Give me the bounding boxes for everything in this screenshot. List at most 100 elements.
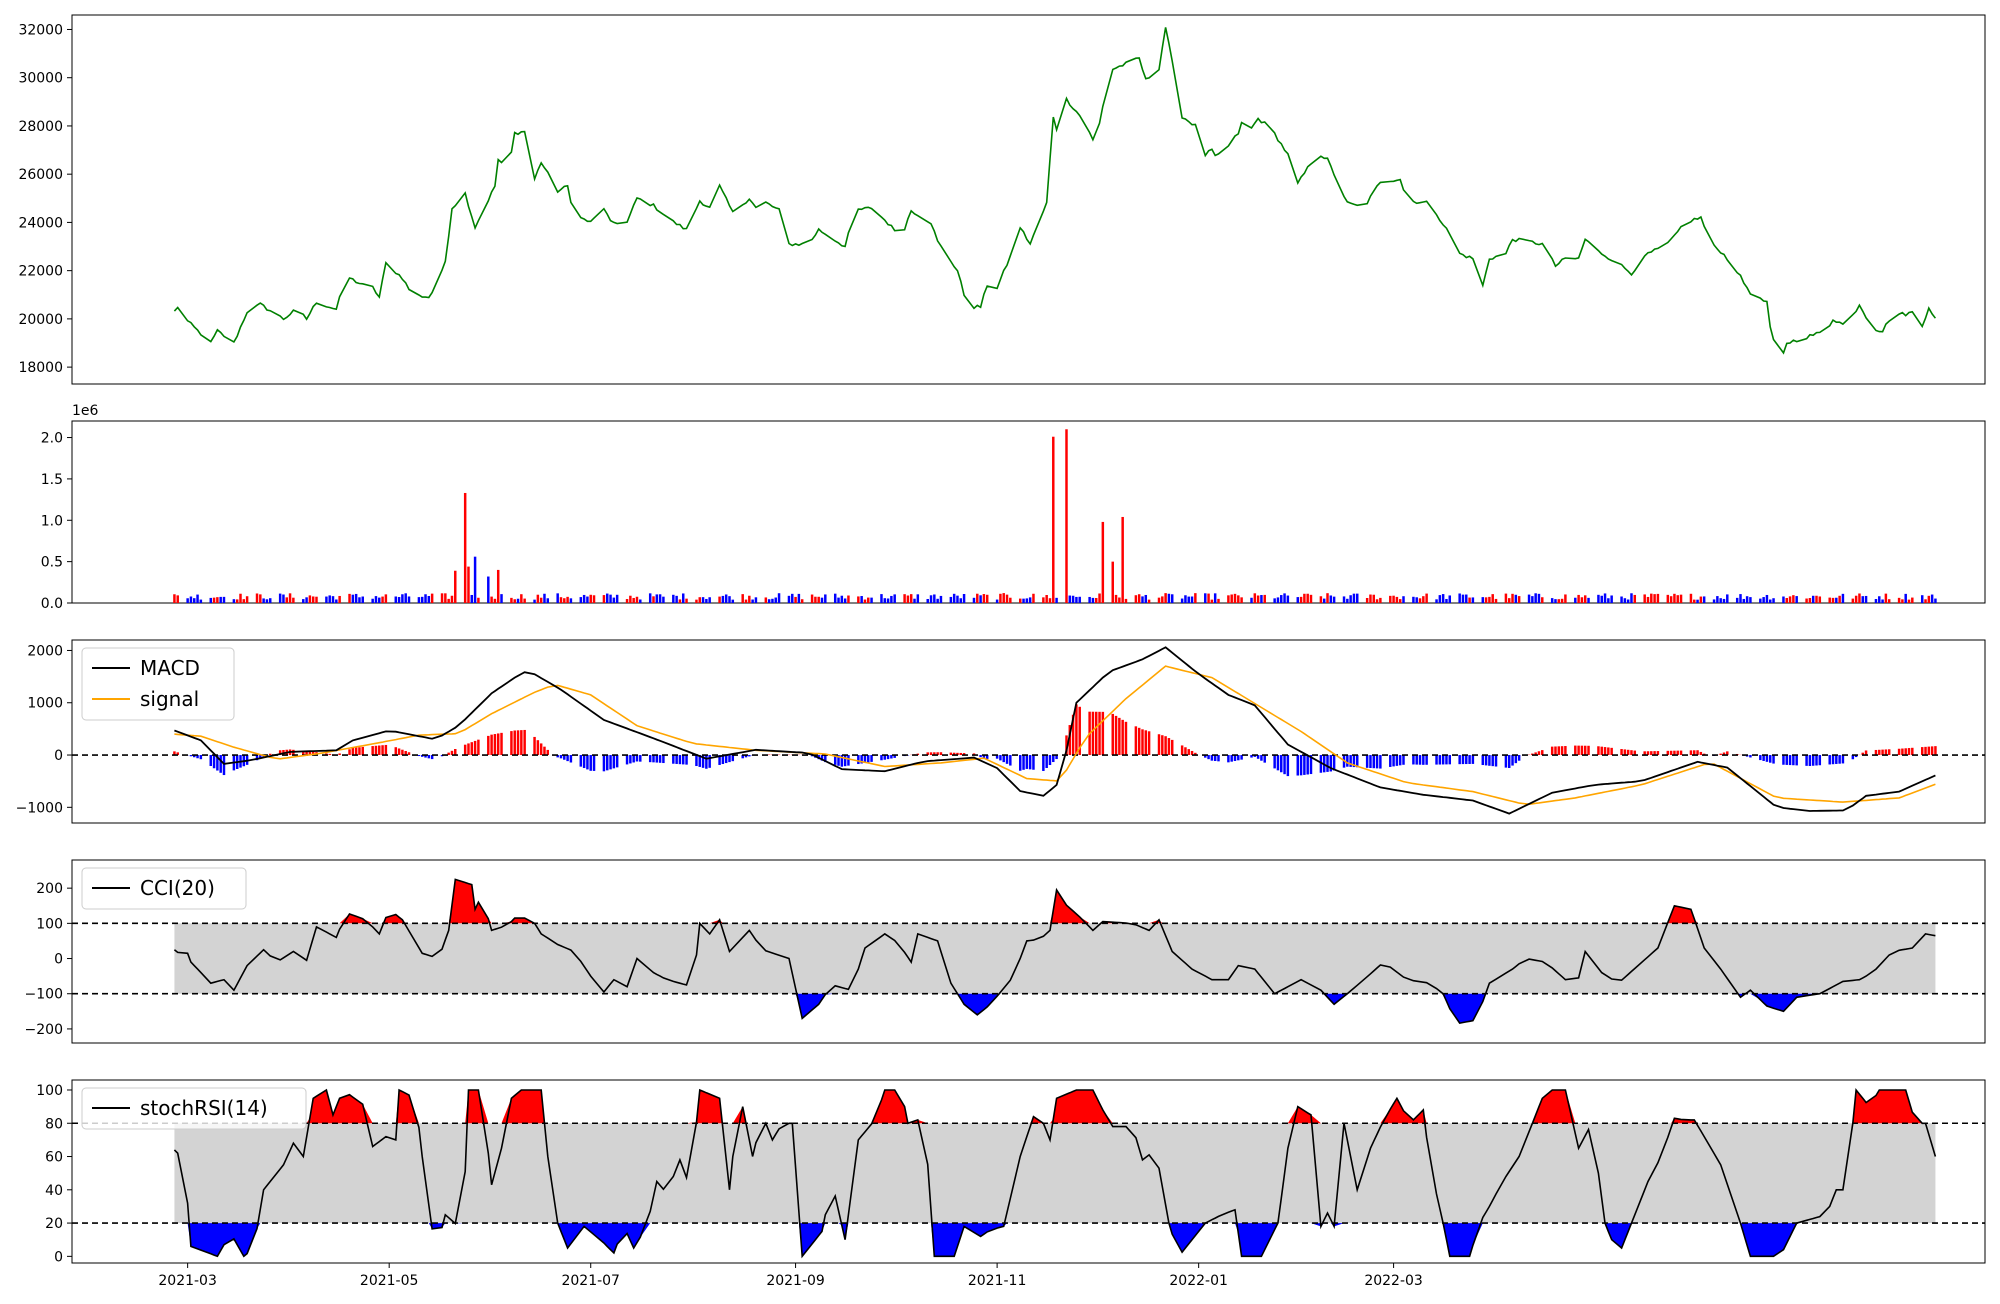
macd-hist-bar [454, 749, 456, 755]
macd-hist-bar [1620, 749, 1622, 755]
volume-bar [606, 594, 608, 603]
volume-bar [378, 598, 380, 603]
volume-bar [586, 597, 588, 603]
volume-bar [913, 599, 915, 603]
macd-frame [72, 640, 1985, 823]
macd-hist-bar [857, 755, 859, 764]
volume-bar [1042, 597, 1044, 603]
macd-hist-bar [223, 755, 225, 775]
volume-bar [1009, 598, 1011, 603]
volume-bar [1551, 598, 1553, 603]
macd-hist-bar [533, 737, 535, 755]
macd-hist-bar [847, 755, 849, 766]
volume-bar [1888, 599, 1890, 603]
volume-bar [1026, 598, 1028, 603]
volume-bar [1855, 596, 1857, 603]
macd-hist-bar [603, 755, 605, 771]
volume-ytick-label: 0.0 [41, 596, 63, 612]
volume-bar [1369, 595, 1371, 603]
volume-bar [1838, 596, 1840, 603]
cci-legend-label: CCI(20) [140, 876, 215, 900]
volume-bar [1911, 598, 1913, 603]
macd-hist-bar [1435, 755, 1437, 765]
volume-bar [1379, 598, 1381, 603]
volume-bar [1610, 595, 1612, 603]
volume-bar [1554, 599, 1556, 603]
macd-hist-bar [960, 753, 962, 755]
volume-bar [517, 599, 519, 603]
volume-bar [1227, 595, 1229, 603]
volume-bar [636, 597, 638, 603]
volume-bar [1673, 594, 1675, 603]
volume-bar [1538, 594, 1540, 603]
volume-ytick-label: 1.5 [41, 472, 63, 488]
volume-bar [844, 598, 846, 603]
macd-hist-bar [1287, 755, 1289, 776]
macd-hist-bar [1610, 748, 1612, 755]
volume-bar [447, 599, 449, 603]
macd-hist-bar [940, 752, 942, 755]
stochrsi-legend-label: stochRSI(14) [140, 1096, 268, 1120]
volume-bar [649, 593, 651, 603]
macd-hist-bar [348, 749, 350, 755]
volume-bar [1191, 597, 1193, 603]
macd-hist-bar [662, 755, 664, 763]
volume-bar [1230, 594, 1232, 603]
cci-ytick-label: 200 [36, 881, 63, 897]
macd-hist-bar [1878, 750, 1880, 755]
price-ytick-label: 20000 [18, 312, 63, 328]
macd-hist-bar [1211, 755, 1213, 761]
volume-bar [266, 599, 268, 603]
volume-bar [1049, 598, 1051, 603]
macd-hist-bar [1577, 746, 1579, 755]
macd-hist-bar [1762, 755, 1764, 761]
macd-hist-bar [487, 736, 489, 755]
volume-bar [279, 594, 281, 603]
volume-bar [239, 594, 241, 603]
volume-bar [1121, 517, 1123, 603]
macd-hist-bar [1482, 755, 1484, 765]
volume-bar [1865, 596, 1867, 603]
macd-hist-bar [358, 747, 360, 755]
volume-bar [1158, 598, 1160, 603]
macd-hist-bar [1392, 755, 1394, 766]
volume-bar [1171, 594, 1173, 603]
macd-ytick-label: 0 [54, 748, 63, 764]
volume-bar [1306, 594, 1308, 603]
volume-bar [1667, 595, 1669, 603]
volume-bar [1389, 596, 1391, 603]
macd-hist-bar [477, 740, 479, 755]
macd-hist-bar [1164, 736, 1166, 755]
macd-hist-bar [1819, 755, 1821, 765]
volume-bar [1832, 598, 1834, 603]
macd-hist-bar [355, 748, 357, 755]
volume-bar [1273, 598, 1275, 603]
macd-hist-bar [1508, 755, 1510, 768]
macd-hist-bar [1538, 751, 1540, 755]
macd-hist-bar [1052, 755, 1054, 762]
volume-bar [699, 597, 701, 603]
macd-hist-bar [1719, 754, 1721, 755]
volume-bar [1904, 594, 1906, 603]
macd-hist-bar [1842, 755, 1844, 763]
volume-bar [798, 594, 800, 603]
volume-bar [950, 597, 952, 603]
volume-bar [497, 570, 499, 603]
macd-hist-bar [1597, 746, 1599, 755]
volume-bar [1584, 595, 1586, 603]
macd-hist-bar [1389, 755, 1391, 767]
volume-bar [1078, 597, 1080, 603]
volume-bar [1601, 596, 1603, 603]
volume-bar [1102, 522, 1104, 603]
stochrsi-xtick-label: 2021-03 [158, 1273, 217, 1289]
volume-bar [1376, 599, 1378, 603]
macd-hist-bar [398, 748, 400, 755]
volume-bar [960, 598, 962, 603]
volume-bar [1670, 596, 1672, 603]
volume-bar [408, 596, 410, 603]
macd-hist-bar [464, 745, 466, 755]
volume-bar [705, 599, 707, 603]
volume-bar [1491, 594, 1493, 603]
macd-hist-bar [1098, 712, 1100, 755]
